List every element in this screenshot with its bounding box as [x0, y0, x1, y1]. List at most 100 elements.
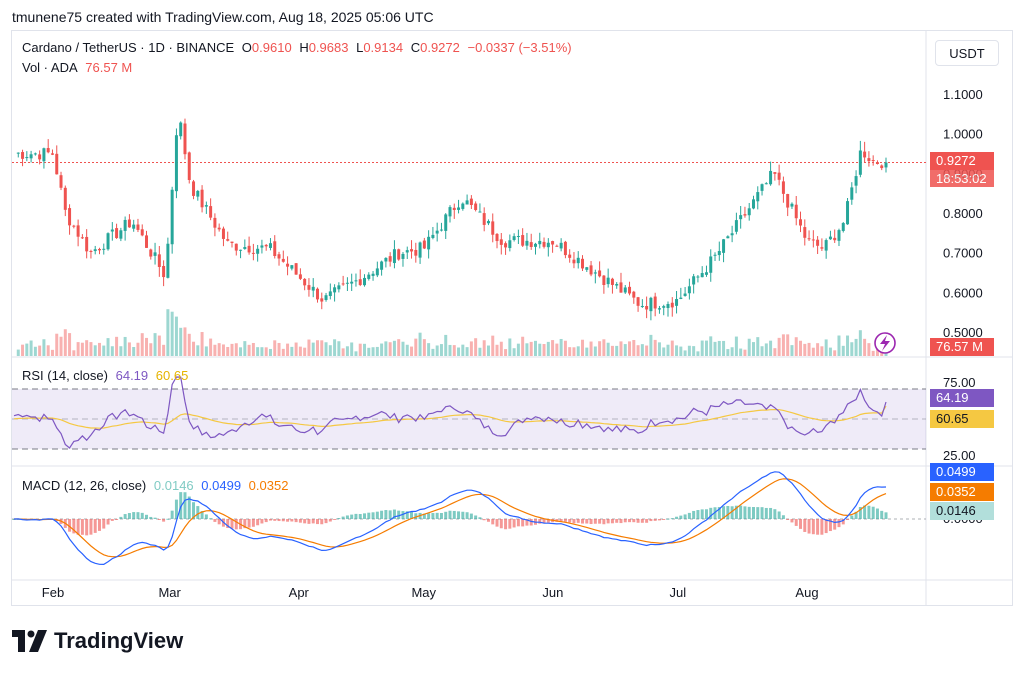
volume-bar — [29, 340, 33, 356]
macd-hist-bar — [414, 513, 418, 519]
high-value: 0.9683 — [308, 40, 349, 55]
macd-hist-bar — [183, 492, 187, 519]
volume-bar — [619, 341, 623, 356]
macd-hist-bar — [106, 519, 110, 525]
macd-hist-bar — [546, 519, 550, 523]
candle-body — [303, 278, 307, 286]
price-axis: 1.10001.00000.90000.80000.70000.60000.50… — [943, 87, 983, 340]
macd-hist-bar — [337, 518, 341, 520]
candle-body — [606, 277, 610, 285]
candle-body — [247, 245, 251, 253]
volume-bar — [713, 341, 717, 356]
macd-hist-bar — [448, 510, 452, 519]
symbol-title: Cardano / TetherUS · 1D · BINANCE — [22, 40, 235, 55]
volume-bar — [602, 339, 606, 356]
macd-hist-bar — [653, 519, 657, 521]
volume-bar — [469, 341, 473, 356]
macd-hist-bar — [465, 512, 469, 519]
macd-hist-bar — [76, 519, 80, 535]
macd-legend[interactable]: MACD (12, 26, close) 0.0146 0.0499 0.035… — [22, 478, 292, 493]
volume-bar — [179, 327, 183, 356]
candle-body — [221, 228, 225, 239]
macd-hist-bar — [170, 510, 174, 519]
macd-hist-bar — [491, 519, 495, 525]
candle-body — [568, 254, 572, 258]
candle-body — [384, 257, 388, 262]
macd-hist-bar — [777, 511, 781, 519]
candle-body — [700, 273, 704, 278]
macd-hist-bar — [512, 519, 516, 528]
volume-bar — [268, 348, 272, 356]
macd-hist-bar — [495, 519, 499, 527]
volume-bar — [401, 341, 405, 356]
macd-hist-bar — [469, 513, 473, 519]
volume-bar — [50, 349, 54, 356]
macd-hist-bar — [871, 506, 875, 519]
macd-hist-bar — [828, 519, 832, 532]
macd-hist-bar — [410, 511, 414, 519]
tradingview-logo[interactable]: TradingView — [12, 628, 183, 654]
volume-bar — [200, 332, 204, 356]
volume-bar — [204, 346, 208, 356]
candle-body — [226, 239, 230, 241]
volume-bar — [546, 341, 550, 356]
chart-frame[interactable] — [11, 30, 1013, 606]
volume-bar — [115, 336, 119, 356]
candle-body — [388, 256, 392, 262]
candle-body — [371, 273, 375, 276]
volume-bar — [324, 342, 328, 356]
candle-body — [474, 203, 478, 210]
rsi-legend[interactable]: RSI (14, close) 64.19 60.65 — [22, 368, 192, 383]
macd-hist-bar — [559, 519, 563, 522]
macd-hist-bar — [602, 519, 606, 525]
macd-hist-bar — [824, 519, 828, 534]
volume-bar — [55, 333, 59, 356]
candle-body — [828, 236, 832, 240]
macd-hist-bar — [478, 517, 482, 519]
macd-hist-bar — [841, 519, 845, 525]
lightning-icon[interactable] — [874, 332, 896, 354]
candle-body — [179, 122, 183, 137]
close-value: 0.9272 — [420, 40, 460, 55]
macd-hist-bar — [217, 519, 221, 525]
volume-bar — [136, 342, 140, 356]
volume-bar — [320, 340, 324, 356]
volume-bar — [777, 337, 781, 356]
candle-body — [239, 249, 243, 251]
candle-body — [170, 189, 174, 245]
candle-body — [850, 187, 854, 200]
volume-bar — [679, 346, 683, 356]
candle-body — [734, 220, 738, 232]
macd-hist-bar — [504, 519, 508, 530]
rsi-ma-line — [13, 405, 887, 429]
macd-hist-bar — [593, 519, 597, 524]
candle-body — [410, 249, 414, 252]
high-label: H — [299, 40, 309, 55]
macd-hist-bar — [854, 511, 858, 519]
candle-body — [333, 287, 337, 293]
volume-bar — [260, 347, 264, 356]
candle-body — [679, 297, 683, 299]
volume-bar — [786, 334, 790, 356]
candle-body — [563, 241, 567, 256]
candle-body — [427, 236, 431, 250]
macd-hist-bar — [119, 516, 123, 519]
macd-hist-bar — [166, 518, 170, 520]
candle-body — [162, 265, 166, 278]
volume-bar — [760, 346, 764, 356]
macd-hist-bar — [405, 511, 409, 519]
candle-body — [863, 151, 867, 158]
candle-body — [80, 237, 84, 239]
volume-bar — [837, 335, 841, 356]
volume-bar — [162, 344, 166, 356]
volume-bar — [72, 350, 76, 356]
rsi-label: RSI (14, close) — [22, 368, 108, 383]
candle-body — [884, 162, 888, 168]
candle-body — [546, 242, 550, 248]
currency-unit-button[interactable]: USDT — [935, 40, 999, 66]
volume-legend[interactable]: Vol · ADA 76.57 M — [22, 60, 136, 75]
candle-body — [196, 190, 200, 197]
symbol-legend[interactable]: Cardano / TetherUS · 1D · BINANCE O0.961… — [22, 40, 576, 55]
macd-hist-bar — [187, 496, 191, 519]
